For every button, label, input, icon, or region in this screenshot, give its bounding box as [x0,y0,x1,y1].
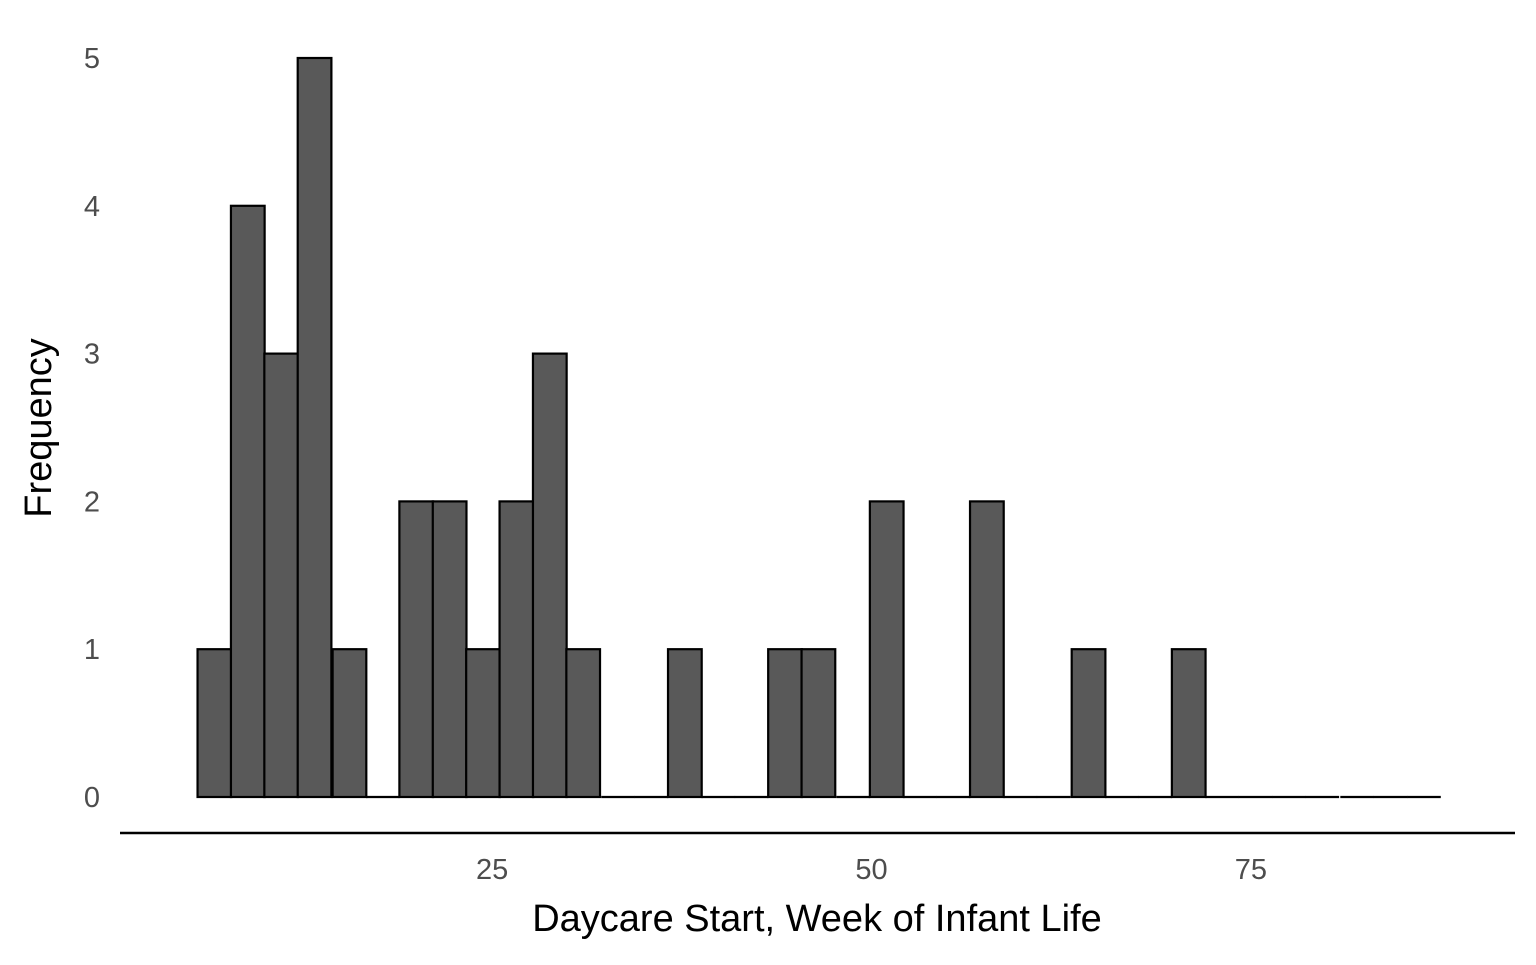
x-tick-label: 50 [855,854,887,886]
histogram-bar [465,648,501,799]
histogram-bar [868,500,905,799]
histogram-bar [498,500,535,799]
histogram-bar [196,648,233,799]
x-axis-title: Daycare Start, Week of Infant Life [532,898,1102,940]
x-tick-label: 75 [1235,854,1267,886]
y-tick-label: 4 [84,191,100,223]
histogram-bar [398,500,435,799]
y-tick-label: 3 [84,339,100,371]
bars-layer [196,56,1207,799]
y-tick-label: 0 [84,782,100,814]
histogram-bar [767,648,803,799]
histogram-bar [968,500,1005,799]
histogram-bar [296,56,333,799]
y-axis-title: Frequency [18,338,60,518]
y-axis-ticks: 0 1 2 3 4 5 [84,43,100,814]
histogram-bar [263,352,300,799]
histogram-bar [565,648,602,799]
histogram-bar [531,352,568,799]
histogram-bar [1170,648,1207,799]
histogram-bar [1070,648,1107,799]
histogram-bar [229,204,266,799]
x-axis-ticks: 25 50 75 [476,854,1267,886]
y-tick-label: 1 [84,634,100,666]
histogram-bar [331,648,368,799]
histogram-bar [800,648,837,799]
x-tick-label: 25 [476,854,508,886]
histogram-bar [431,500,468,799]
histogram-bar [666,648,703,799]
y-tick-label: 2 [84,486,100,518]
y-tick-label: 5 [84,43,100,75]
